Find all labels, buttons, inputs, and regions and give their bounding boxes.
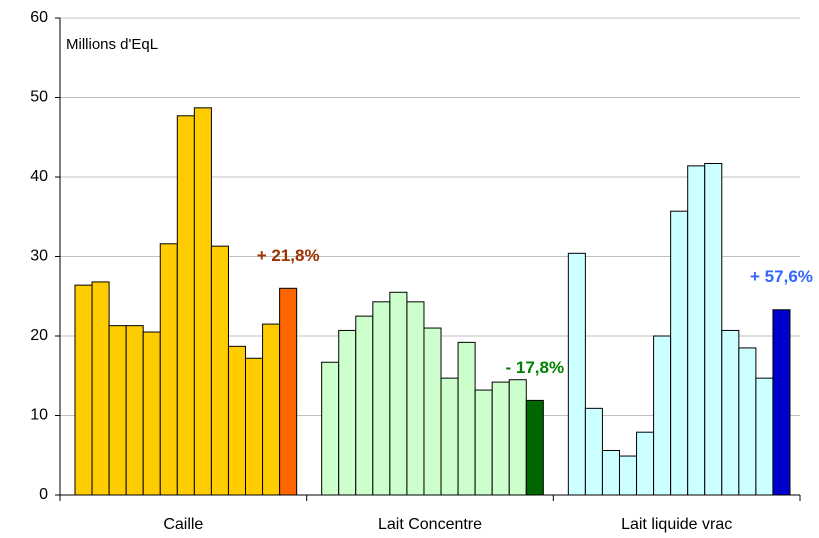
y-tick-label: 60 (30, 9, 48, 26)
x-tick-label: Caille (163, 516, 203, 533)
bar (262, 323, 281, 496)
bar (525, 399, 544, 496)
bar (457, 341, 476, 496)
annotation: - 17,8% (506, 358, 565, 377)
bar (423, 327, 442, 496)
bar (338, 329, 357, 496)
x-tick-label: Lait Concentre (378, 516, 482, 533)
bar (755, 377, 774, 496)
bar (74, 284, 93, 496)
bar (772, 309, 791, 496)
bar (355, 315, 374, 496)
bar (704, 162, 723, 496)
bar (584, 407, 603, 496)
bar (176, 115, 195, 496)
bar (738, 347, 757, 496)
y-tick-label: 40 (30, 168, 48, 185)
bar (210, 245, 229, 496)
bar (389, 291, 408, 496)
bar (142, 331, 161, 496)
bar (618, 455, 638, 496)
bar (440, 377, 459, 496)
bar (159, 243, 178, 496)
bar (508, 379, 527, 496)
y-tick-label: 10 (30, 407, 48, 424)
bar (406, 301, 425, 496)
bar (245, 357, 264, 496)
bar (721, 329, 740, 496)
bar (193, 107, 212, 496)
bar (474, 389, 493, 496)
bar (279, 287, 298, 496)
y-axis-label: Millions d'EqL (66, 36, 158, 53)
bar (125, 325, 144, 496)
bar (636, 431, 655, 496)
bar (687, 165, 706, 496)
y-tick-label: 20 (30, 327, 48, 344)
bar (108, 325, 127, 496)
y-tick-label: 50 (30, 89, 48, 106)
bar (227, 345, 247, 496)
annotation: + 57,6% (750, 267, 813, 286)
bar (601, 449, 620, 496)
y-tick-label: 0 (39, 486, 48, 503)
bar (91, 281, 110, 496)
bar (491, 381, 510, 496)
bar (372, 301, 391, 496)
y-tick-label: 30 (30, 248, 48, 265)
annotation: + 21,8% (257, 246, 320, 265)
bar (670, 210, 689, 496)
bar (567, 252, 586, 496)
bar (653, 335, 672, 496)
bar (321, 361, 340, 496)
x-tick-label: Lait liquide vrac (621, 516, 732, 533)
